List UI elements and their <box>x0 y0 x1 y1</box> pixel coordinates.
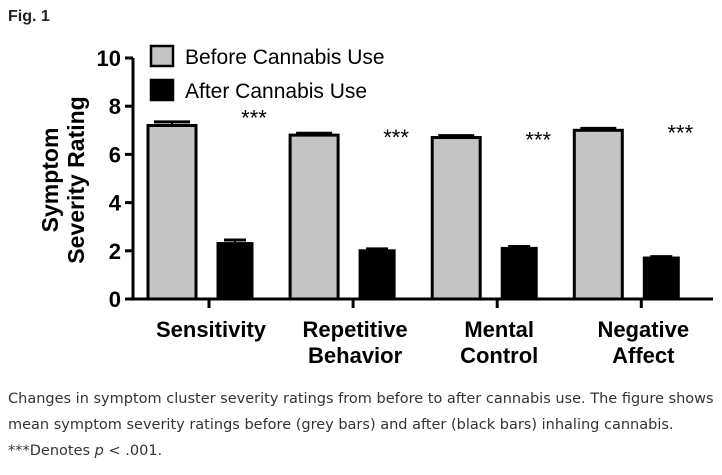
bar-before <box>146 123 198 301</box>
legend-label: After Cannabis Use <box>185 80 367 103</box>
bar-after <box>642 256 680 301</box>
bar-before <box>572 128 624 301</box>
note-suffix: < .001. <box>103 443 163 459</box>
x-tick-label: Mental Control <box>460 317 538 368</box>
legend-swatch <box>149 78 175 102</box>
caption-text: Changes in symptom cluster severity rati… <box>8 391 714 433</box>
bar-chart: 0 2 4 6 8 10 SymptomSeverity Rating *** Sensitiv… <box>37 44 713 368</box>
bar-before <box>288 133 340 301</box>
x-tick-label: Repetitive Behavior <box>303 317 408 368</box>
figure-caption: Changes in symptom cluster severity rati… <box>8 386 720 464</box>
significance-marker: *** <box>667 120 693 145</box>
y-axis-label: SymptomSeverity Rating <box>37 96 89 263</box>
legend-label: Before Cannabis Use <box>185 46 385 69</box>
bar-after <box>500 246 538 301</box>
significance-marker: *** <box>383 125 409 150</box>
legend-swatch <box>149 44 175 68</box>
x-tick-label: Negative Affect <box>597 317 689 368</box>
bar-after <box>358 249 396 301</box>
y-tick-label: 10 <box>97 46 121 71</box>
y-tick-label: 2 <box>109 239 121 264</box>
bar-before <box>430 136 482 301</box>
caption-note: ***Denotes p < .001. <box>8 438 720 464</box>
significance-marker: *** <box>525 128 551 153</box>
x-tick-label: Sensitivity <box>156 317 267 342</box>
y-tick-label: 6 <box>109 142 121 167</box>
bar-after <box>216 242 254 301</box>
y-tick-label: 0 <box>109 287 121 312</box>
figure-label: Fig. 1 <box>8 8 50 25</box>
note-p: p <box>94 443 104 459</box>
note-prefix: ***Denotes <box>8 443 95 459</box>
y-tick-label: 8 <box>109 94 121 119</box>
significance-marker: *** <box>241 105 267 130</box>
y-tick-label: 4 <box>109 191 122 216</box>
